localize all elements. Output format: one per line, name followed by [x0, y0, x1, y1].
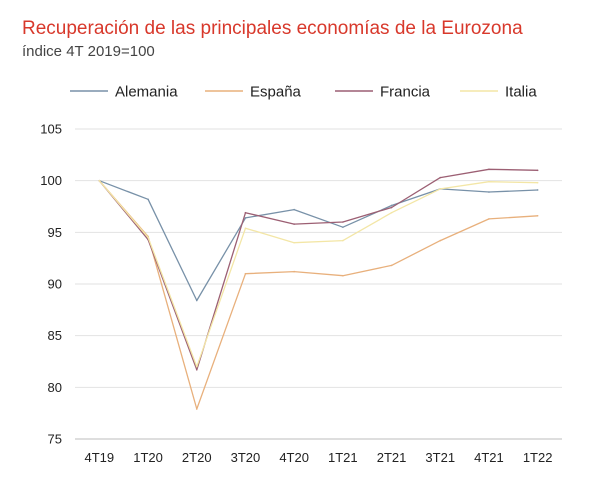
y-tick-label: 80 [48, 380, 62, 395]
legend-item-italia: Italia [460, 84, 537, 101]
legend-label: España [250, 84, 302, 101]
x-tick-label: 4T19 [85, 450, 115, 465]
data-point-españa [488, 218, 490, 220]
y-tick-label: 90 [48, 277, 62, 292]
x-tick-label: 1T21 [328, 450, 358, 465]
data-point-españa [195, 408, 198, 410]
data-point-alemania [195, 299, 198, 302]
legend-item-francia: Francia [335, 84, 431, 101]
y-tick-label: 85 [48, 328, 62, 343]
data-point-italia [439, 188, 442, 190]
data-point-francia [390, 206, 393, 209]
series-lines [98, 168, 539, 410]
x-tick-label: 4T21 [474, 450, 504, 465]
data-point-francia [293, 223, 295, 225]
data-point-alemania [488, 191, 490, 193]
data-point-españa [439, 239, 442, 242]
data-point-españa [342, 274, 344, 277]
series-line-francia [98, 168, 538, 371]
legend: Alemania España Francia Italia [70, 84, 537, 101]
x-tick-label: 1T22 [523, 450, 553, 465]
data-point-italia [98, 179, 101, 182]
grid-lines [75, 128, 562, 440]
data-point-francia [439, 176, 442, 179]
data-point-italia [488, 180, 490, 183]
data-point-alemania [147, 198, 149, 201]
data-point-francia [195, 368, 198, 371]
y-tick-label: 95 [48, 225, 62, 240]
data-point-alemania [244, 217, 247, 219]
data-point-francia [342, 221, 344, 223]
y-axis-ticks: 75 80 85 90 95 100 105 [40, 122, 62, 447]
data-point-alemania [342, 226, 344, 228]
chart-subtitle: índice 4T 2019=100 [22, 43, 155, 60]
y-tick-label: 100 [40, 173, 62, 188]
y-tick-label: 75 [48, 432, 62, 447]
chart-title: Recuperación de las principales economía… [22, 18, 523, 39]
y-tick-label: 105 [40, 122, 62, 137]
data-point-italia [147, 236, 149, 239]
data-point-alemania [536, 189, 539, 191]
x-tick-label: 2T20 [182, 450, 212, 465]
data-point-españa [536, 215, 539, 217]
legend-label: Francia [380, 84, 431, 101]
data-point-francia [244, 211, 247, 214]
series-line-alemania [99, 180, 538, 302]
data-point-italia [293, 241, 295, 244]
x-axis-ticks: 4T19 1T20 2T20 3T20 4T20 1T21 2T21 3T21 4T21 1T22 [85, 450, 553, 465]
legend-item-españa: España [205, 84, 302, 101]
x-tick-label: 4T20 [279, 450, 309, 465]
data-point-italia [390, 211, 393, 214]
x-tick-label: 1T20 [133, 450, 163, 465]
legend-item-alemania: Alemania [70, 84, 178, 101]
x-tick-label: 3T20 [231, 450, 261, 465]
data-point-alemania [390, 204, 393, 207]
data-point-alemania [293, 208, 295, 211]
data-point-italia [195, 365, 198, 368]
legend-label: Italia [505, 84, 537, 101]
data-point-españa [293, 270, 295, 273]
data-point-españa [244, 272, 247, 275]
series-line-españa [98, 180, 538, 410]
series-line-italia [98, 180, 538, 368]
data-point-italia [536, 181, 539, 184]
x-tick-label: 3T21 [425, 450, 455, 465]
legend-label: Alemania [115, 84, 178, 101]
data-point-italia [244, 227, 247, 229]
data-point-francia [488, 168, 490, 171]
x-tick-label: 2T21 [377, 450, 407, 465]
data-point-españa [390, 264, 393, 267]
data-point-francia [536, 169, 539, 172]
data-point-italia [342, 239, 344, 242]
